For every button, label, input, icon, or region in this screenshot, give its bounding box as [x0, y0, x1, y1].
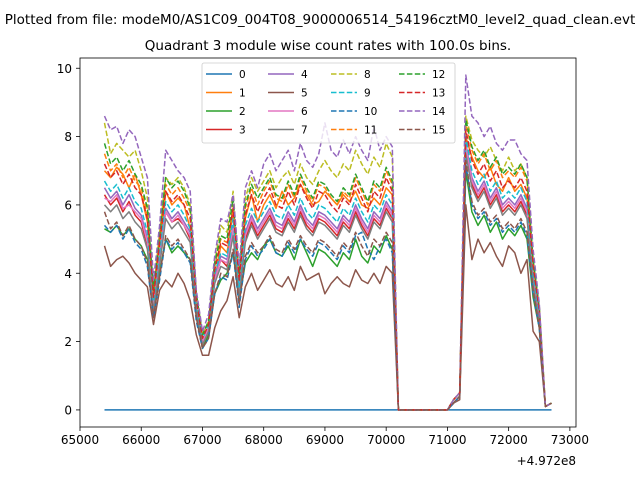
- y-tick-label: 0: [64, 403, 72, 417]
- plot-frame: [79, 57, 577, 428]
- series-line-6: [104, 146, 552, 411]
- legend-label-15: 15: [432, 125, 445, 137]
- legend-label-7: 7: [301, 125, 308, 137]
- legend-label-12: 12: [432, 69, 445, 81]
- series-line-10: [103, 163, 552, 411]
- series-line-13: [103, 129, 552, 411]
- series-line-4: [103, 142, 552, 411]
- legend-label-11: 11: [364, 125, 377, 137]
- x-tick-label: 71000: [428, 433, 466, 447]
- legend-label-1: 1: [239, 88, 246, 100]
- x-axis: 65000 66000 67000 68000 69000 70000 71000 72000…: [61, 427, 589, 447]
- series-line-15: [103, 159, 552, 411]
- legend-label-14: 14: [432, 106, 446, 118]
- legend-label-8: 8: [364, 69, 371, 81]
- series-line-12: [103, 118, 552, 411]
- y-tick-label: 10: [57, 62, 72, 76]
- y-tick-label: 2: [64, 335, 72, 349]
- x-tick-label: 65000: [61, 433, 99, 447]
- legend-label-6: 6: [301, 106, 308, 118]
- figure-suptitle: Plotted from file: modeM0/AS1C09_004T08_…: [5, 12, 636, 28]
- y-tick-label: 8: [64, 130, 72, 144]
- chart-title: Quadrant 3 module wise count rates with …: [145, 38, 511, 54]
- legend-label-2: 2: [239, 106, 246, 118]
- x-tick-label: 73000: [551, 433, 589, 447]
- y-axis: 0 2 4 6 8 10: [57, 62, 80, 417]
- legend-label-4: 4: [301, 69, 308, 81]
- series-line-9: [103, 135, 552, 411]
- x-tick-label: 66000: [122, 433, 160, 447]
- series-line-8: [103, 115, 552, 411]
- legend-frame: [201, 62, 456, 144]
- legend-label-13: 13: [432, 88, 445, 100]
- x-tick-label: 72000: [490, 433, 528, 447]
- series-line-5: [103, 204, 552, 411]
- series-layer: [103, 74, 552, 411]
- legend-label-9: 9: [364, 88, 371, 100]
- y-tick-label: 4: [64, 267, 72, 281]
- legend-label-5: 5: [301, 88, 308, 100]
- x-offset-label: +4.972e8: [517, 454, 576, 468]
- series-line-3: [103, 149, 552, 411]
- series-line-11: [103, 122, 552, 411]
- x-tick-label: 67000: [183, 433, 221, 447]
- series-line-2: [104, 170, 552, 411]
- series-line-7: [103, 152, 552, 411]
- x-tick-label: 68000: [245, 433, 283, 447]
- series-line-14: [103, 74, 552, 411]
- y-tick-label: 6: [64, 198, 72, 212]
- x-tick-label: 70000: [367, 433, 405, 447]
- legend-label-10: 10: [364, 106, 377, 118]
- legend-label-3: 3: [239, 125, 246, 137]
- series-line-1: [103, 135, 552, 411]
- legend-label-0: 0: [239, 69, 246, 81]
- x-tick-label: 69000: [306, 433, 344, 447]
